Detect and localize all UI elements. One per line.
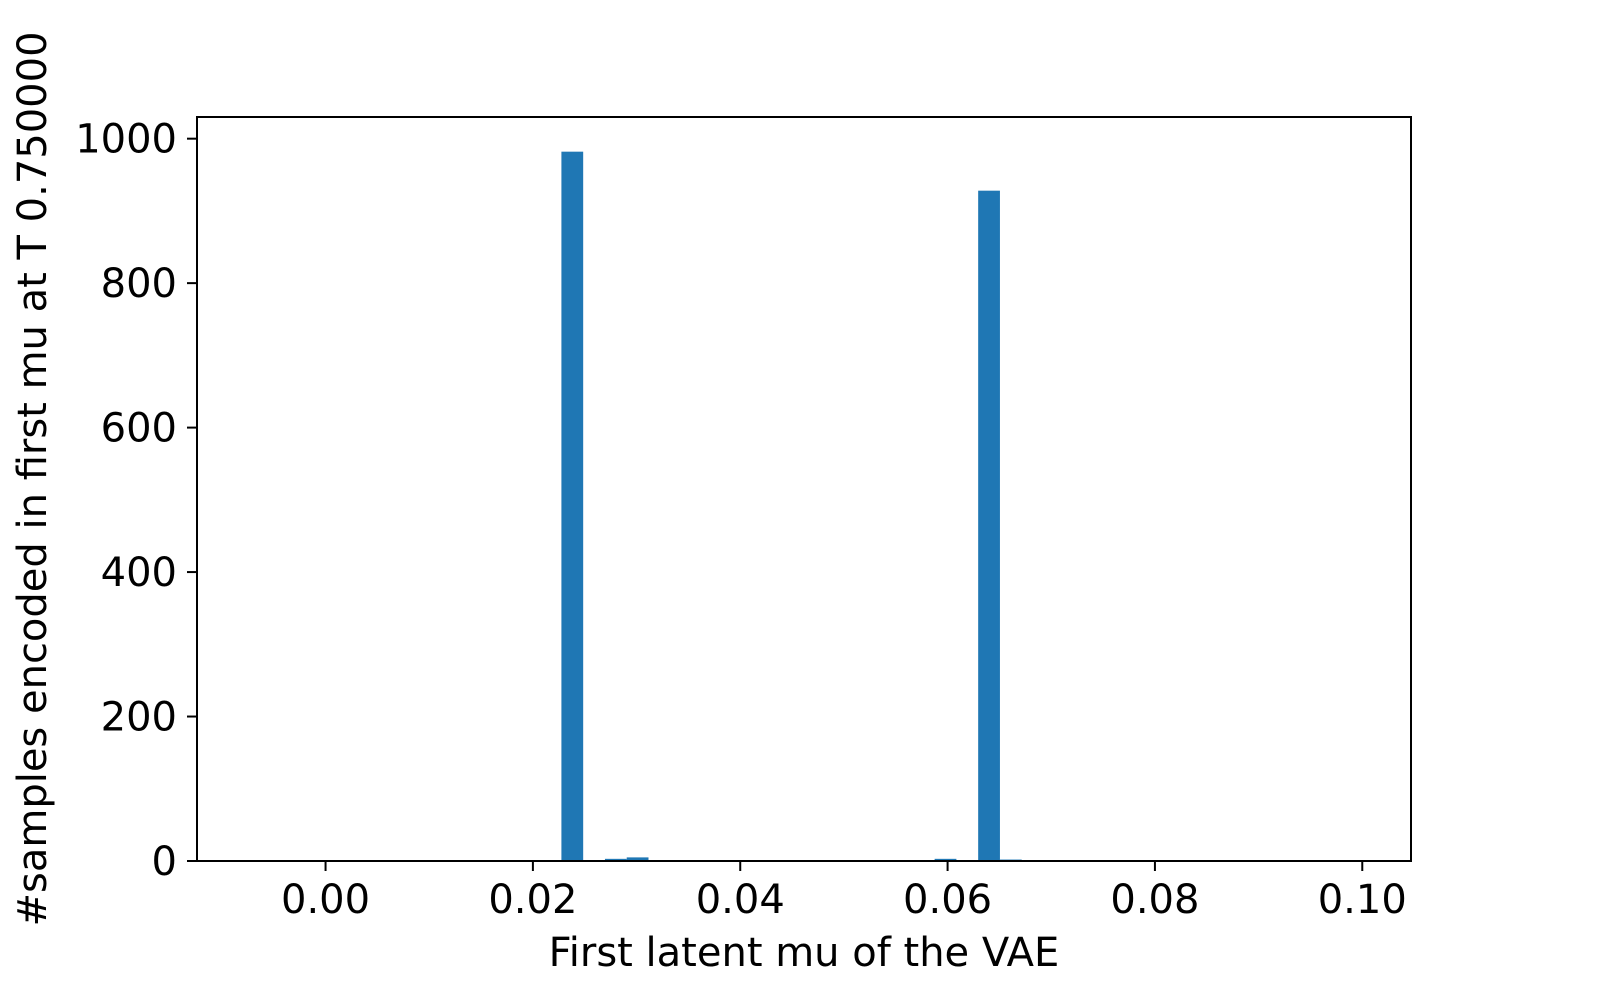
- histogram-bar: [604, 858, 627, 861]
- y-tick-label: 400: [101, 550, 177, 596]
- x-tick-label: 0.00: [281, 877, 370, 923]
- x-axis-ticks: 0.00 0.02 0.04 0.06 0.08 0.10: [281, 861, 1407, 923]
- y-tick-label: 200: [101, 695, 177, 741]
- y-tick-label: 800: [101, 261, 177, 307]
- y-tick-label: 0: [152, 839, 177, 885]
- y-axis-ticks: 0 200 400 600 800 1000: [75, 117, 197, 885]
- histogram-bar: [934, 858, 957, 861]
- histogram-bar: [561, 151, 584, 861]
- x-tick-label: 0.10: [1318, 877, 1407, 923]
- y-tick-label: 1000: [75, 117, 177, 163]
- x-tick-label: 0.08: [1110, 877, 1199, 923]
- x-axis-label: First latent mu of the VAE: [549, 930, 1060, 976]
- x-tick-label: 0.02: [488, 877, 577, 923]
- x-tick-label: 0.06: [903, 877, 992, 923]
- bars-group: [561, 151, 1088, 861]
- histogram-bar: [978, 190, 1000, 861]
- plot-frame: [196, 116, 1412, 862]
- histogram-bar: [626, 857, 649, 861]
- y-axis-label: #samples encoded in first mu at T 0.7500…: [10, 31, 56, 926]
- x-tick-label: 0.04: [696, 877, 785, 923]
- y-tick-label: 600: [101, 406, 177, 452]
